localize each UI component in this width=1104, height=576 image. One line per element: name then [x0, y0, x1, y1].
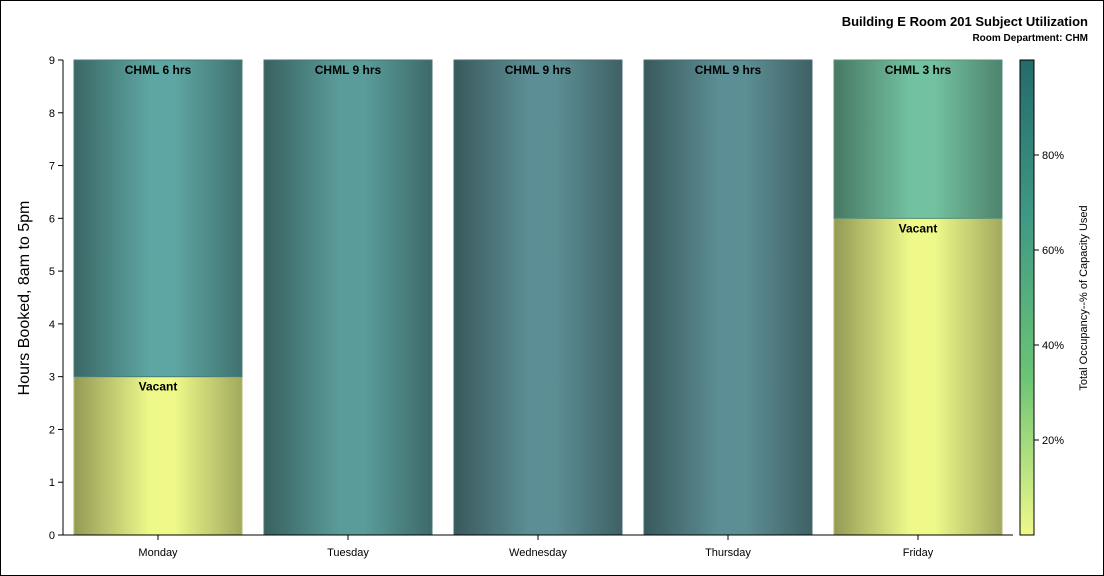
bar-segment-monday-0[interactable] [73, 376, 243, 536]
y-tick-label: 3 [49, 372, 55, 384]
colorbar-tick-label: 60% [1042, 245, 1064, 257]
bar-segment-wednesday-0[interactable] [453, 59, 623, 536]
bar-segment-friday-0[interactable] [833, 217, 1003, 536]
y-tick-label: 5 [49, 266, 55, 278]
y-axis: 0 1 2 3 4 5 6 7 8 9 [49, 55, 64, 542]
bar-segment-thursday-0[interactable] [643, 59, 813, 536]
x-tick-label: Wednesday [509, 547, 567, 559]
x-tick-label: Monday [138, 547, 178, 559]
y-tick-label: 0 [49, 530, 55, 542]
y-tick-label: 8 [49, 108, 55, 120]
x-axis: Monday Tuesday Wednesday Thursday Friday [63, 534, 1013, 559]
colorbar-tick-label: 20% [1042, 435, 1064, 447]
segment-label: CHML 9 hrs [695, 63, 762, 77]
chart-title: Building E Room 201 Subject Utilization [841, 14, 1088, 29]
colorbar-legend: 20% 40% 60% 80% [1019, 59, 1064, 536]
y-tick-label: 6 [49, 213, 55, 225]
chart-subtitle: Room Department: CHM [972, 33, 1088, 44]
colorbar-tick-label: 80% [1042, 150, 1064, 162]
bar-segment-tuesday-0[interactable] [263, 59, 433, 536]
plot-area: Vacant CHML 6 hrs CHML 9 hrs CHML 9 hrs CHML… [73, 59, 1003, 536]
y-axis-label: Hours Booked, 8am to 5pm [16, 201, 33, 396]
segment-label: CHML 9 hrs [315, 63, 382, 77]
x-tick-label: Friday [903, 547, 934, 559]
colorbar-tick-label: 40% [1042, 340, 1064, 352]
bar-segment-monday-1[interactable] [73, 59, 243, 378]
segment-label: CHML 9 hrs [505, 63, 572, 77]
segment-label: CHML 3 hrs [885, 63, 952, 77]
x-tick-label: Tuesday [327, 547, 369, 559]
segment-label: CHML 6 hrs [125, 63, 192, 77]
segment-label: Vacant [899, 221, 938, 235]
bar-segment-friday-1[interactable] [833, 59, 1003, 219]
y-tick-label: 2 [49, 424, 55, 436]
segment-label: Vacant [139, 380, 178, 394]
x-tick-label: Thursday [705, 547, 751, 559]
y-tick-label: 9 [49, 55, 55, 67]
colorbar-gradient [1019, 59, 1035, 536]
y-tick-label: 1 [49, 477, 55, 489]
y-tick-label: 7 [49, 161, 55, 173]
colorbar-label: Total Occupancy--% of Capacity Used [1078, 205, 1090, 390]
y-tick-label: 4 [49, 319, 55, 331]
